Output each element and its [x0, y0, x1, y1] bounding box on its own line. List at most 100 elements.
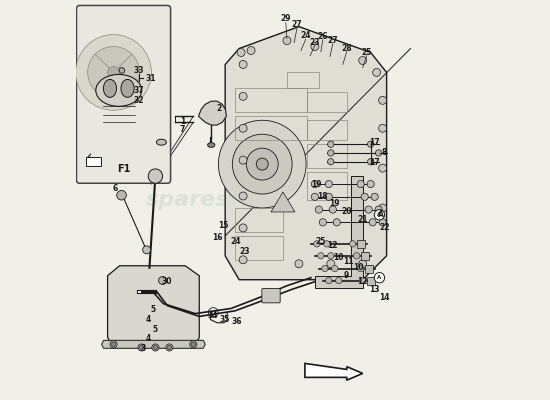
Text: 8: 8: [382, 148, 387, 157]
Circle shape: [158, 276, 167, 284]
Text: 23: 23: [240, 247, 250, 256]
Circle shape: [140, 346, 144, 350]
Ellipse shape: [103, 80, 117, 97]
Ellipse shape: [121, 80, 134, 97]
Circle shape: [373, 68, 381, 76]
Circle shape: [232, 134, 292, 194]
Circle shape: [374, 272, 384, 283]
Text: 3: 3: [141, 344, 146, 353]
Bar: [235, 236, 283, 260]
Circle shape: [315, 206, 322, 213]
Circle shape: [358, 265, 364, 272]
Text: 27: 27: [327, 36, 338, 45]
Circle shape: [112, 342, 116, 346]
Circle shape: [138, 344, 145, 351]
Text: 19: 19: [312, 180, 322, 188]
Circle shape: [152, 344, 159, 351]
Bar: [357, 240, 365, 248]
Text: 27: 27: [292, 20, 302, 29]
Text: 35: 35: [220, 315, 230, 324]
Text: A: A: [377, 275, 382, 280]
Text: 36: 36: [232, 317, 243, 326]
Circle shape: [218, 120, 306, 208]
Circle shape: [87, 46, 140, 98]
Circle shape: [367, 158, 374, 165]
Text: 17: 17: [370, 158, 380, 167]
Circle shape: [332, 265, 338, 272]
Text: 14: 14: [379, 293, 390, 302]
Bar: [235, 88, 307, 112]
Text: A: A: [378, 210, 383, 219]
Text: 4: 4: [146, 315, 151, 324]
Circle shape: [359, 260, 367, 268]
Circle shape: [108, 66, 119, 78]
Text: 18: 18: [317, 192, 328, 200]
Text: 12: 12: [328, 241, 338, 250]
Circle shape: [117, 190, 126, 200]
Circle shape: [246, 148, 278, 180]
Text: 16: 16: [212, 233, 222, 242]
Circle shape: [311, 42, 319, 50]
Circle shape: [239, 256, 247, 264]
Circle shape: [110, 341, 117, 348]
Circle shape: [76, 34, 151, 110]
Text: 15: 15: [218, 222, 228, 230]
Polygon shape: [108, 266, 199, 348]
Circle shape: [378, 124, 387, 132]
Polygon shape: [305, 364, 362, 380]
Bar: [287, 72, 319, 88]
Circle shape: [239, 60, 247, 68]
Circle shape: [153, 346, 157, 350]
Text: 9: 9: [344, 271, 349, 280]
Circle shape: [314, 241, 320, 247]
Text: 5: 5: [151, 305, 156, 314]
Text: 33: 33: [134, 66, 144, 75]
Bar: [235, 208, 283, 232]
Circle shape: [327, 260, 335, 268]
Text: 17: 17: [370, 138, 380, 147]
Circle shape: [148, 169, 163, 183]
Circle shape: [295, 260, 303, 268]
Circle shape: [247, 46, 255, 54]
Circle shape: [318, 253, 324, 259]
Text: 11: 11: [344, 257, 354, 266]
Text: 6: 6: [112, 184, 117, 192]
Text: A: A: [377, 212, 382, 217]
Circle shape: [239, 224, 247, 232]
Text: 21: 21: [358, 216, 368, 224]
Text: 26: 26: [317, 32, 328, 41]
Circle shape: [378, 164, 387, 172]
Polygon shape: [199, 101, 227, 125]
FancyBboxPatch shape: [262, 288, 280, 303]
Circle shape: [311, 193, 318, 200]
Text: 32: 32: [134, 96, 144, 105]
Bar: [365, 264, 373, 272]
Text: 10: 10: [354, 263, 364, 272]
Text: 23: 23: [310, 38, 320, 47]
Circle shape: [142, 246, 151, 254]
Text: 24: 24: [230, 237, 240, 246]
Circle shape: [378, 204, 387, 212]
Circle shape: [359, 56, 367, 64]
Ellipse shape: [156, 139, 167, 145]
Circle shape: [167, 346, 172, 350]
Circle shape: [357, 180, 364, 188]
Circle shape: [379, 219, 386, 226]
Text: spares: spares: [273, 190, 356, 210]
Text: 20: 20: [342, 208, 352, 216]
Text: 2: 2: [217, 104, 222, 113]
Bar: [235, 116, 307, 140]
Circle shape: [283, 36, 291, 44]
Bar: [367, 276, 375, 284]
Circle shape: [166, 344, 173, 351]
Text: 25: 25: [316, 237, 326, 246]
Ellipse shape: [208, 143, 215, 147]
Circle shape: [328, 150, 334, 156]
Bar: [307, 92, 346, 112]
Circle shape: [239, 92, 247, 100]
Polygon shape: [315, 176, 362, 288]
Circle shape: [361, 193, 369, 200]
Circle shape: [333, 219, 340, 226]
Polygon shape: [271, 192, 295, 212]
Circle shape: [256, 158, 268, 170]
